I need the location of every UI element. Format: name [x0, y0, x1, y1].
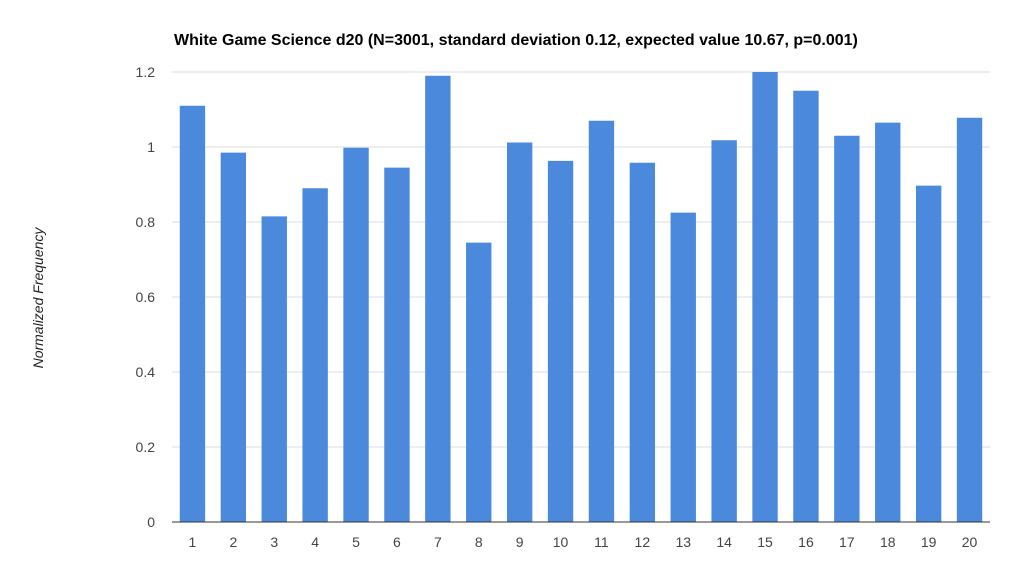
x-tick-label: 17: [839, 534, 855, 550]
x-tick-label: 16: [798, 534, 814, 550]
bar-15: [752, 72, 778, 522]
bar-10: [547, 160, 574, 523]
x-tick-label: 18: [880, 534, 896, 550]
y-tick-label: 0.4: [136, 364, 156, 380]
bar-7: [425, 75, 451, 522]
x-tick-label: 1: [189, 534, 197, 550]
gridlines: [172, 71, 990, 448]
x-tick-label: 13: [675, 534, 691, 550]
x-tick-label: 3: [270, 534, 278, 550]
x-tick-label: 14: [716, 534, 732, 550]
bar-20: [956, 117, 983, 522]
bar-16: [793, 90, 819, 522]
y-tick-label: 1.2: [136, 64, 156, 80]
x-tick-label: 11: [594, 534, 609, 550]
bar-11: [588, 120, 615, 522]
bar-2: [220, 152, 247, 523]
x-tick-label: 10: [553, 534, 569, 550]
x-tick-label: 4: [311, 534, 319, 550]
x-tick-label: 9: [516, 534, 524, 550]
x-axis-ticks: 1 2 3 4 5 6 7 8 9 10 11 12 13 14 15 16 17 18 19 20: [189, 534, 978, 550]
bar-1: [179, 105, 206, 522]
bar-18: [875, 122, 901, 523]
x-tick-label: 20: [962, 534, 978, 550]
bar-14: [711, 140, 737, 522]
x-tick-label: 5: [352, 534, 360, 550]
y-tick-label: 0.2: [136, 439, 156, 455]
bar-17: [834, 135, 860, 522]
bar-3: [261, 216, 287, 523]
chart-title: White Game Science d20 (N=3001, standard…: [174, 32, 858, 49]
x-tick-label: 7: [434, 534, 442, 550]
bar-4: [302, 188, 328, 522]
bar-13: [670, 212, 696, 523]
bars: [179, 72, 983, 523]
x-tick-label: 8: [475, 534, 483, 550]
y-tick-label: 0.6: [136, 289, 156, 305]
bar-5: [343, 147, 369, 522]
x-tick-label: 12: [635, 534, 651, 550]
x-tick-label: 15: [757, 534, 773, 550]
bar-12: [629, 162, 656, 522]
bar-6: [384, 167, 410, 523]
y-tick-label: 0: [147, 514, 155, 530]
y-tick-label: 0.8: [136, 214, 156, 230]
bar-8: [466, 242, 492, 523]
bar-9: [506, 142, 533, 522]
y-axis-ticks: 0 0.2 0.4 0.6 0.8 1 1.2: [136, 64, 156, 530]
y-tick-label: 1: [147, 139, 155, 155]
x-tick-label: 6: [393, 534, 401, 550]
y-axis-label: Normalized Frequency: [30, 227, 46, 369]
x-tick-label: 2: [229, 534, 237, 550]
x-tick-label: 19: [921, 534, 937, 550]
bar-19: [915, 185, 942, 523]
